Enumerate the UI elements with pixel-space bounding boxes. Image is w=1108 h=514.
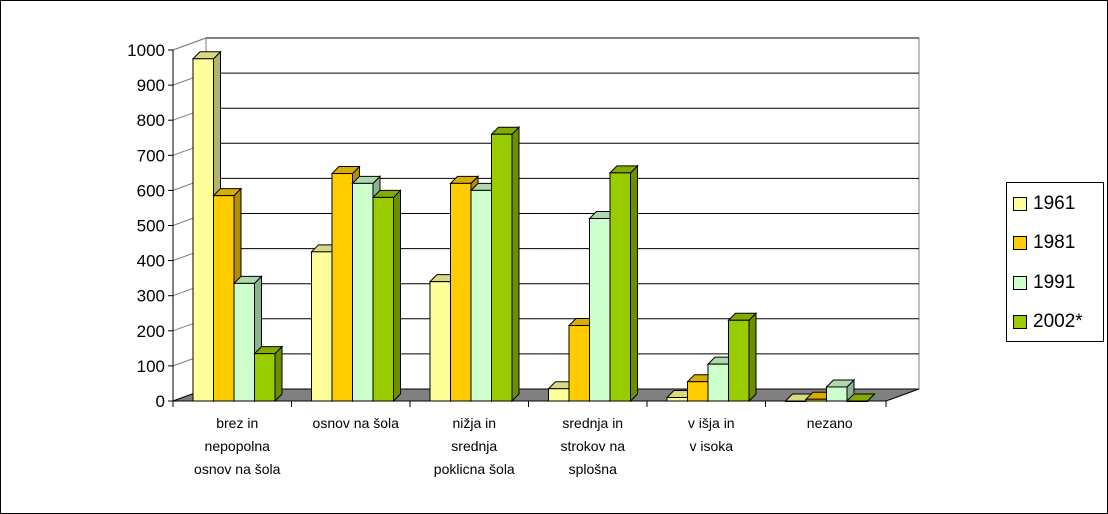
x-category-label: nepopolna <box>205 438 271 454</box>
legend-swatch-2002 <box>1013 315 1027 329</box>
legend-label: 1991 <box>1033 272 1076 293</box>
y-tick-label: 1000 <box>127 41 165 60</box>
legend-swatch-1961 <box>1013 197 1027 211</box>
legend-item-2002: 2002* <box>1013 311 1083 333</box>
y-tick-label: 0 <box>156 392 165 411</box>
x-category-label: osnov na šola <box>194 461 281 477</box>
legend: 1961 1981 1991 2002* <box>1006 182 1104 342</box>
y-tick-label: 300 <box>137 287 165 306</box>
gridline-side <box>172 37 207 51</box>
legend-label: 1961 <box>1033 193 1076 214</box>
x-category-label: osnov na šola <box>313 415 400 431</box>
x-category-label: brez in <box>216 415 258 431</box>
x-category-label: srednja in <box>562 415 623 431</box>
legend-label: 1981 <box>1033 232 1076 253</box>
legend-item-1991: 1991 <box>1013 272 1075 294</box>
y-tick-label: 400 <box>137 252 165 271</box>
bar <box>371 189 402 403</box>
bars <box>191 50 876 403</box>
legend-item-1961: 1961 <box>1013 193 1075 215</box>
bar <box>825 378 856 403</box>
x-category-label: poklicna šola <box>434 461 515 477</box>
legend-item-1981: 1981 <box>1013 232 1075 254</box>
category-labels: brez in nepopolna osnov na šola osnov na šo… <box>172 401 887 477</box>
y-tick-label: 500 <box>137 217 165 236</box>
x-category-label: v isoka <box>689 438 733 454</box>
bar <box>845 393 876 402</box>
y-axis-ticks: 0 100 200 300 400 500 600 700 800 900 1000 <box>127 41 174 411</box>
y-tick-label: 700 <box>137 146 165 165</box>
x-category-label: strokov na <box>560 438 625 454</box>
x-category-label: srednja <box>451 438 497 454</box>
y-tick-label: 600 <box>137 181 165 200</box>
x-category-label: nezano <box>807 415 853 431</box>
legend-swatch-1981 <box>1013 236 1027 250</box>
bar <box>490 126 521 403</box>
y-tick-label: 200 <box>137 322 165 341</box>
x-category-label: nižja in <box>452 415 496 431</box>
legend-label: 2002* <box>1033 311 1083 332</box>
y-tick-label: 100 <box>137 357 165 376</box>
bar <box>608 164 639 403</box>
x-category-label: splošna <box>569 461 617 477</box>
bar <box>727 312 758 403</box>
y-tick-label: 800 <box>137 111 165 130</box>
bar-chart: 0 100 200 300 400 500 600 700 800 900 1000 brez in… <box>127 37 920 477</box>
bar <box>253 345 284 403</box>
y-tick-label: 900 <box>137 76 165 95</box>
legend-swatch-1991 <box>1013 276 1027 290</box>
x-category-label: v išja in <box>688 415 735 431</box>
plot-background <box>172 37 920 402</box>
